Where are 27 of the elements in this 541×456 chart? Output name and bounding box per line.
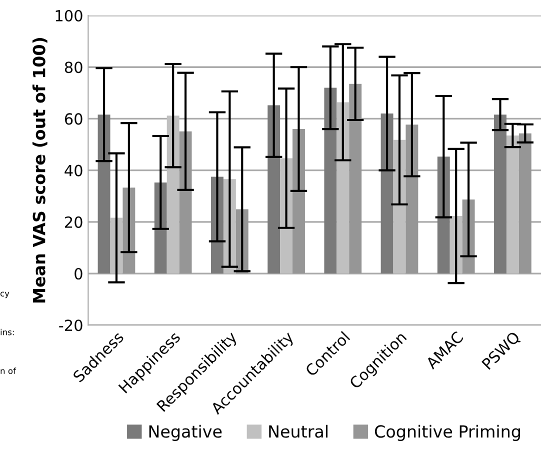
y-tick-label: 20 — [65, 216, 82, 228]
bar — [324, 88, 337, 274]
y-tick-label: 40 — [64, 164, 82, 176]
y-tick-label: 100 — [56, 10, 82, 22]
text: cy — [0, 292, 10, 298]
bar — [494, 114, 506, 274]
bar — [166, 116, 180, 274]
bar — [349, 84, 362, 274]
text: ins: — [0, 328, 14, 336]
bar — [268, 105, 280, 274]
text: n of — [0, 368, 16, 374]
bar — [380, 114, 394, 274]
y-tick-label: 0 — [74, 268, 82, 280]
bar — [406, 124, 418, 274]
bar — [179, 131, 192, 274]
legend-label: Negative — [149, 424, 222, 441]
legend-label: Neutral — [269, 424, 328, 438]
bar — [518, 133, 532, 274]
legend-label: Cognitive Priming — [374, 424, 520, 441]
y-axis-title: Mean VAS score (out of 100) — [32, 38, 48, 303]
bar — [506, 135, 519, 274]
bar — [98, 114, 110, 274]
bar — [292, 129, 305, 274]
y-tick-label: 60 — [64, 113, 82, 125]
y-tick-label: -20 — [59, 320, 82, 332]
y-tick-label: 80 — [64, 62, 82, 74]
bar — [336, 102, 350, 274]
